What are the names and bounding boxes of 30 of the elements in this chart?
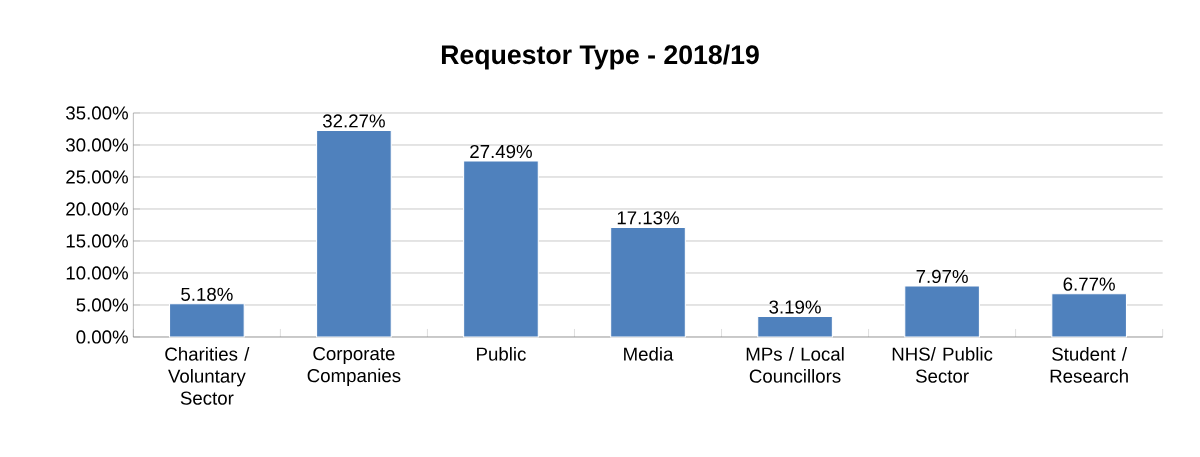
y-tick-label: 0.00% [76,330,128,344]
x-tick-label: MPs / Local Councillors [746,347,844,383]
data-label: 3.19% [769,300,821,314]
data-label: 27.49% [470,144,532,159]
bar [463,160,539,338]
y-tick-label: 15.00% [66,234,128,248]
chart-title: Requestor Type - 2018/19 [441,44,759,70]
bar [757,316,833,338]
x-tick-label: Charities / Voluntary Sector [165,347,250,405]
data-label: 5.18% [181,287,233,301]
y-tick-label: 25.00% [66,170,128,184]
bar [610,226,686,338]
data-label: 17.13% [617,211,679,225]
x-tick-label: Student / Research [1050,347,1128,383]
x-tick-label: Media [624,347,674,361]
data-label: 7.97% [916,269,968,284]
bar [169,303,245,338]
y-tick-label: 5.00% [76,298,128,312]
x-tick-label: Public [477,347,526,361]
x-tick-label: Corporate Companies [307,347,401,386]
y-tick-label: 35.00% [66,106,128,120]
y-tick-label: 20.00% [66,202,128,216]
y-tick-label: 30.00% [66,138,128,152]
bar [1051,293,1127,338]
bar [904,285,980,338]
bar [316,129,392,338]
x-tick-label: NHS/ Public Sector [892,347,993,383]
data-label: 32.27% [322,114,385,128]
data-label: 6.77% [1063,277,1115,291]
y-tick-label: 10.00% [66,266,128,280]
